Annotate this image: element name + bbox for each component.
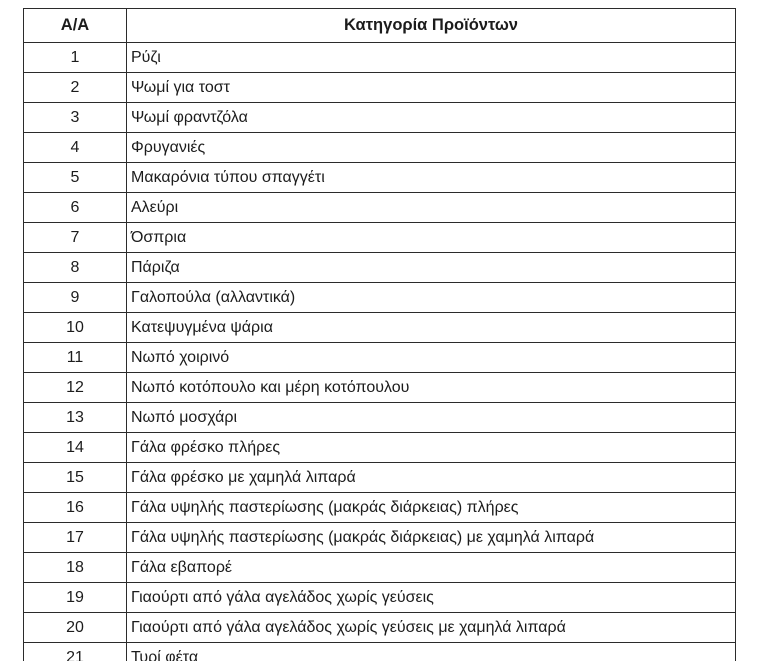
table-row: 6 Αλεύρι [23, 192, 736, 223]
product-category-table: Α/Α Κατηγορία Προϊόντων 1 Ρύζι 2 Ψωμί για τ… [23, 8, 736, 661]
table-body: 1 Ρύζι 2 Ψωμί για τοστ 3 Ψωμί φραντζόλα 4 Φρυγα… [23, 42, 736, 661]
category-cell: Νωπό χοιρινό [126, 342, 736, 373]
row-index-cell: 2 [23, 72, 127, 103]
table-row: 18 Γάλα εβαπορέ [23, 552, 736, 583]
row-index-cell: 19 [23, 582, 127, 613]
row-index-cell: 13 [23, 402, 127, 433]
category-cell: Κατεψυγμένα ψάρια [126, 312, 736, 343]
row-index-cell: 20 [23, 612, 127, 643]
category-cell: Ρύζι [126, 42, 736, 73]
row-index-cell: 16 [23, 492, 127, 523]
category-cell: Γιαούρτι από γάλα αγελάδος χωρίς γεύσεις [126, 582, 736, 613]
category-cell: Τυρί φέτα [126, 642, 736, 661]
row-index-cell: 12 [23, 372, 127, 403]
table-row: 19 Γιαούρτι από γάλα αγελάδος χωρίς γεύσε… [23, 582, 736, 613]
category-cell: Γιαούρτι από γάλα αγελάδος χωρίς γεύσεις… [126, 612, 736, 643]
row-index-cell: 15 [23, 462, 127, 493]
table-row: 15 Γάλα φρέσκο με χαμηλά λιπαρά [23, 462, 736, 493]
row-index-cell: 10 [23, 312, 127, 343]
table-row: 16 Γάλα υψηλής παστερίωσης (μακράς διάρκε… [23, 492, 736, 523]
table-row: 13 Νωπό μοσχάρι [23, 402, 736, 433]
header-row: Α/Α Κατηγορία Προϊόντων [23, 8, 736, 43]
row-index-cell: 14 [23, 432, 127, 463]
row-index-cell: 21 [23, 642, 127, 661]
category-cell: Όσπρια [126, 222, 736, 253]
row-index-cell: 7 [23, 222, 127, 253]
table-row: 12 Νωπό κοτόπουλο και μέρη κοτόπουλου [23, 372, 736, 403]
category-cell: Ψωμί για τοστ [126, 72, 736, 103]
category-cell: Νωπό κοτόπουλο και μέρη κοτόπουλου [126, 372, 736, 403]
table-row: 9 Γαλοπούλα (αλλαντικά) [23, 282, 736, 313]
category-cell: Φρυγανιές [126, 132, 736, 163]
table-row: 14 Γάλα φρέσκο πλήρες [23, 432, 736, 463]
category-cell: Γάλα υψηλής παστερίωσης (μακράς διάρκεια… [126, 492, 736, 523]
category-cell: Γάλα εβαπορέ [126, 552, 736, 583]
table-row: 20 Γιαούρτι από γάλα αγελάδος χωρίς γεύσε… [23, 612, 736, 643]
category-cell: Γάλα φρέσκο πλήρες [126, 432, 736, 463]
row-index-cell: 9 [23, 282, 127, 313]
row-index-cell: 17 [23, 522, 127, 553]
row-index-cell: 6 [23, 192, 127, 223]
table-header: Α/Α Κατηγορία Προϊόντων [23, 8, 736, 43]
category-cell: Νωπό μοσχάρι [126, 402, 736, 433]
category-cell: Μακαρόνια τύπου σπαγγέτι [126, 162, 736, 193]
table-row: 8 Πάριζα [23, 252, 736, 283]
table-row: 11 Νωπό χοιρινό [23, 342, 736, 373]
row-index-cell: 8 [23, 252, 127, 283]
row-index-cell: 18 [23, 552, 127, 583]
table-row: 4 Φρυγανιές [23, 132, 736, 163]
row-index-cell: 11 [23, 342, 127, 373]
table-row: 1 Ρύζι [23, 42, 736, 73]
row-index-cell: 4 [23, 132, 127, 163]
column-header-index: Α/Α [23, 8, 127, 43]
table-row: 3 Ψωμί φραντζόλα [23, 102, 736, 133]
category-cell: Πάριζα [126, 252, 736, 283]
category-cell: Γαλοπούλα (αλλαντικά) [126, 282, 736, 313]
table-row: 21 Τυρί φέτα [23, 642, 736, 661]
row-index-cell: 5 [23, 162, 127, 193]
table-row: 7 Όσπρια [23, 222, 736, 253]
table-row: 10 Κατεψυγμένα ψάρια [23, 312, 736, 343]
row-index-cell: 1 [23, 42, 127, 73]
category-cell: Γάλα υψηλής παστερίωσης (μακράς διάρκεια… [126, 522, 736, 553]
category-cell: Ψωμί φραντζόλα [126, 102, 736, 133]
table-row: 2 Ψωμί για τοστ [23, 72, 736, 103]
category-cell: Αλεύρι [126, 192, 736, 223]
table-row: 17 Γάλα υψηλής παστερίωσης (μακράς διάρκε… [23, 522, 736, 553]
category-cell: Γάλα φρέσκο με χαμηλά λιπαρά [126, 462, 736, 493]
row-index-cell: 3 [23, 102, 127, 133]
table-row: 5 Μακαρόνια τύπου σπαγγέτι [23, 162, 736, 193]
column-header-category: Κατηγορία Προϊόντων [126, 8, 736, 43]
